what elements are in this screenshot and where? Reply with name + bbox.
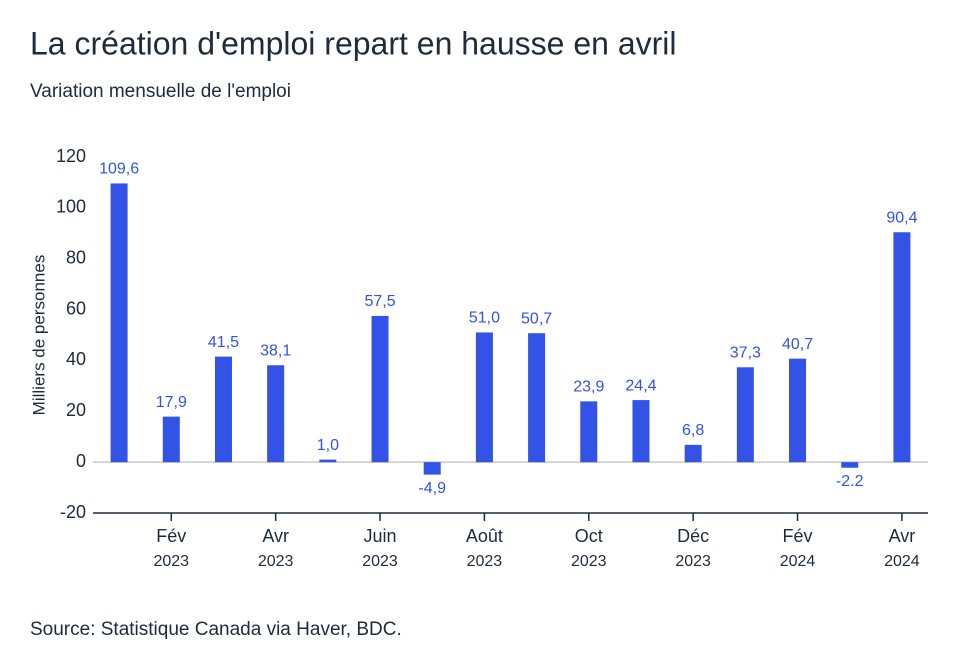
data-label: 37,3	[730, 345, 761, 362]
x-tick-year: 2023	[675, 553, 711, 570]
bar	[214, 356, 232, 463]
bar	[528, 333, 546, 463]
bar	[736, 367, 754, 463]
x-tick-year: 2023	[362, 553, 398, 570]
y-tick-label: 80	[66, 247, 86, 267]
x-tick-year: 2023	[571, 553, 607, 570]
x-tick-year: 2023	[153, 553, 189, 570]
bar	[789, 358, 807, 463]
chart-title: La création d'emploi repart en hausse en…	[30, 25, 676, 61]
data-label: 1,0	[317, 437, 339, 454]
x-tick-label: Avr	[262, 526, 289, 546]
data-label: 109,6	[99, 161, 139, 178]
bar	[580, 401, 598, 463]
x-tick-year: 2023	[467, 553, 503, 570]
y-tick-label: -20	[60, 502, 86, 522]
x-tick-year: 2023	[258, 553, 294, 570]
data-label: 38,1	[260, 342, 291, 359]
bar	[162, 416, 180, 463]
bar	[475, 332, 493, 463]
bar	[267, 365, 285, 463]
bar	[423, 462, 441, 475]
data-label: 57,5	[364, 293, 395, 310]
bar	[632, 400, 650, 463]
chart-subtitle: Variation mensuelle de l'emploi	[30, 81, 291, 102]
data-label: 50,7	[521, 310, 552, 327]
bar	[684, 444, 702, 463]
x-tick-label: Juin	[364, 526, 397, 546]
y-tick-label: 100	[56, 197, 86, 217]
x-tick-label: Fév	[783, 526, 813, 546]
x-tick-label: Août	[466, 526, 503, 546]
source-note: Source: Statistique Canada via Haver, BD…	[30, 619, 402, 640]
data-label: 24,4	[625, 377, 656, 394]
data-label: 41,5	[208, 334, 239, 351]
y-axis-label: Milliers de personnes	[29, 255, 48, 416]
x-tick-label: Fév	[156, 526, 186, 546]
data-label: 17,9	[156, 394, 187, 411]
y-tick-label: 40	[66, 349, 86, 369]
bar	[319, 459, 337, 463]
x-tick-year: 2024	[780, 553, 816, 570]
x-tick-label: Oct	[575, 526, 603, 546]
data-label: -4,9	[418, 480, 446, 497]
data-label: 51,0	[469, 310, 500, 327]
y-tick-label: 0	[76, 451, 86, 471]
x-tick-label: Déc	[677, 526, 709, 546]
data-label: -2.2	[836, 473, 864, 490]
y-tick-label: 20	[66, 400, 86, 420]
data-label: 23,9	[573, 379, 604, 396]
y-tick-label: 120	[56, 146, 86, 166]
data-label: 40,7	[782, 336, 813, 353]
bar	[841, 462, 859, 468]
data-label: 90,4	[886, 209, 917, 226]
bar	[893, 232, 911, 463]
x-tick-year: 2024	[884, 553, 920, 570]
x-tick-label: Avr	[889, 526, 916, 546]
bar	[110, 183, 128, 463]
y-tick-label: 60	[66, 298, 86, 318]
data-label: 6,8	[682, 422, 704, 439]
bar	[371, 315, 389, 463]
